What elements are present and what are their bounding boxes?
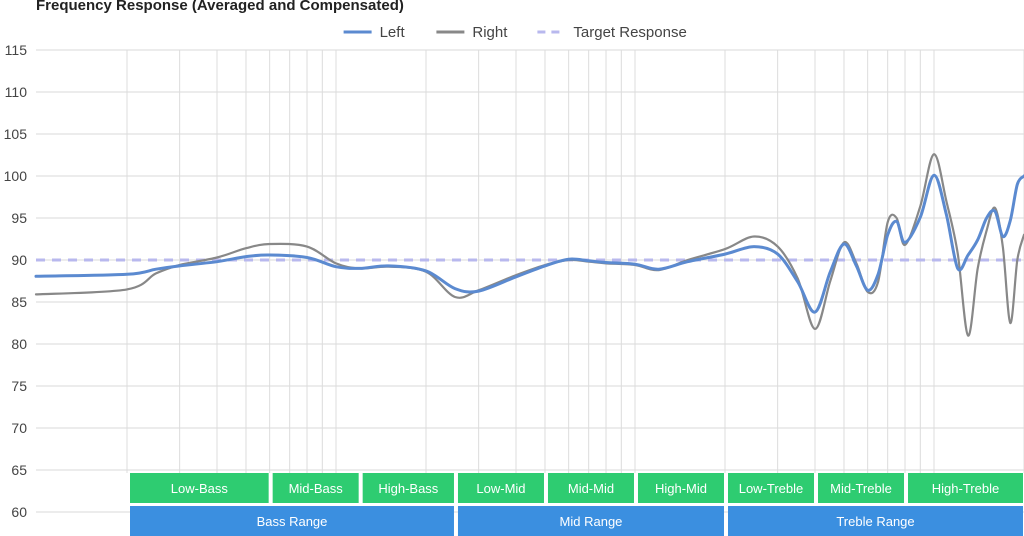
y-tick-label: 70 xyxy=(11,420,27,436)
band-bar xyxy=(637,473,724,503)
band-label: Mid-Mid xyxy=(568,481,614,496)
band-label: Mid Range xyxy=(560,514,623,529)
band-label: High-Bass xyxy=(378,481,438,496)
y-axis-ticks: 115 110 105 100 95 90 85 80 75 70 65 60 xyxy=(4,42,28,520)
band-label: Treble Range xyxy=(836,514,914,529)
y-tick-label: 85 xyxy=(11,294,27,310)
y-tick-label: 100 xyxy=(4,168,28,184)
y-tick-label: 75 xyxy=(11,378,27,394)
y-tick-label: 90 xyxy=(11,252,27,268)
band-label: High-Mid xyxy=(655,481,707,496)
legend: Left Right Target Response xyxy=(343,24,687,41)
band-bar xyxy=(362,473,454,503)
legend-label: Target Response xyxy=(573,24,686,41)
band-label: Mid-Bass xyxy=(289,481,344,496)
band-label: Bass Range xyxy=(257,514,328,529)
y-tick-label: 60 xyxy=(11,504,27,520)
band-bar xyxy=(547,473,634,503)
y-tick-label: 115 xyxy=(5,42,28,58)
band-bar xyxy=(130,506,454,536)
band-label: Mid-Treble xyxy=(830,481,892,496)
band-bar xyxy=(130,473,269,503)
band-bar xyxy=(728,506,1023,536)
legend-label: Right xyxy=(472,24,508,41)
band-label: Low-Mid xyxy=(476,481,525,496)
series-line-right xyxy=(34,153,1024,337)
band-bar xyxy=(818,473,905,503)
y-tick-label: 105 xyxy=(4,126,28,142)
band-label: High-Treble xyxy=(932,481,999,496)
series-line-left xyxy=(34,173,1024,314)
y-tick-label: 95 xyxy=(11,210,27,226)
band-label: Low-Treble xyxy=(739,481,804,496)
band-bar xyxy=(272,473,359,503)
band-bar xyxy=(457,473,544,503)
frequency-bands: Low-Bass Mid-Bass High-Bass Low-Mid Mid-Mid H… xyxy=(130,473,1023,536)
band-bar xyxy=(908,473,1023,503)
chart-title: Frequency Response (Averaged and Compens… xyxy=(36,0,404,14)
y-tick-label: 80 xyxy=(11,336,27,352)
band-bar xyxy=(457,506,724,536)
y-tick-label: 65 xyxy=(11,462,27,478)
legend-label: Left xyxy=(380,24,406,41)
band-bar xyxy=(728,473,815,503)
series-lines xyxy=(34,153,1024,337)
band-label: Low-Bass xyxy=(171,481,229,496)
y-tick-label: 110 xyxy=(5,84,28,100)
